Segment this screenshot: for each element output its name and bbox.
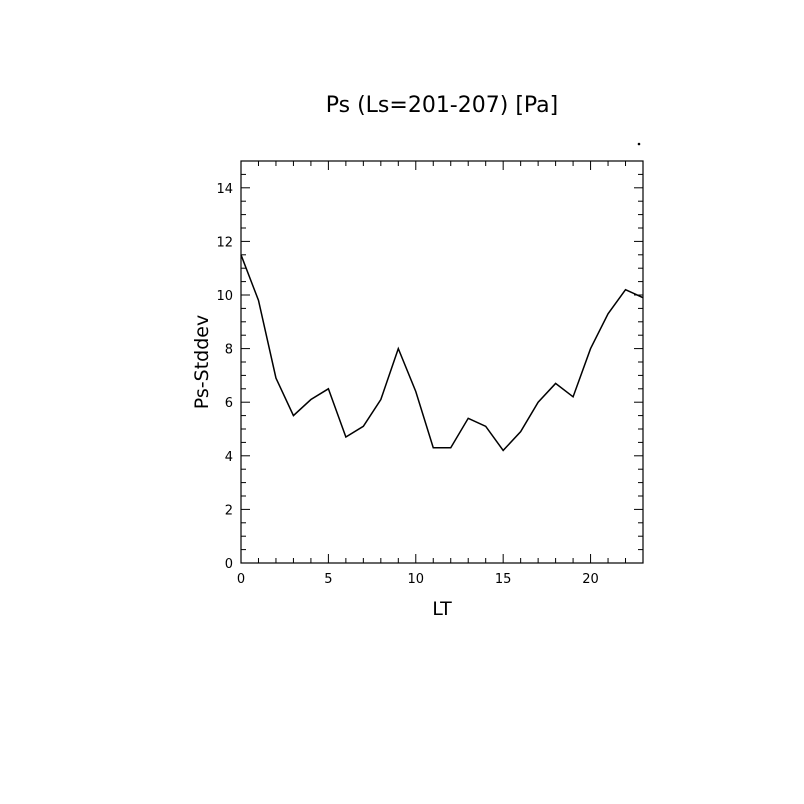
ticks-layer bbox=[240, 160, 644, 564]
y-tick-label: 10 bbox=[216, 289, 233, 304]
y-tick-label: 8 bbox=[225, 343, 233, 358]
series-line bbox=[240, 254, 644, 452]
x-axis-label: LT bbox=[432, 598, 452, 620]
y-tick-label: 12 bbox=[216, 235, 233, 250]
x-tick-label: 10 bbox=[408, 572, 425, 587]
x-tick-label: 15 bbox=[495, 572, 512, 587]
y-axis-label: Ps-Stddev bbox=[191, 315, 213, 409]
y-tick-label: 14 bbox=[216, 182, 233, 197]
x-tick-label: 0 bbox=[237, 572, 245, 587]
chart-title: Ps (Ls=201-207) [Pa] bbox=[326, 93, 559, 118]
y-tick-label: 4 bbox=[225, 450, 233, 465]
y-tick-label: 2 bbox=[225, 503, 233, 518]
x-tick-label: 20 bbox=[582, 572, 599, 587]
tick-labels-layer: 0 5 10 15 20 0 2 4 6 8 10 12 14 bbox=[216, 182, 598, 587]
y-tick-label: 6 bbox=[225, 396, 233, 411]
series-layer bbox=[240, 254, 644, 452]
corner-dot-marker bbox=[637, 142, 641, 146]
y-tick-label: 0 bbox=[225, 557, 233, 572]
x-tick-label: 5 bbox=[324, 572, 332, 587]
plot-frame bbox=[240, 160, 644, 564]
